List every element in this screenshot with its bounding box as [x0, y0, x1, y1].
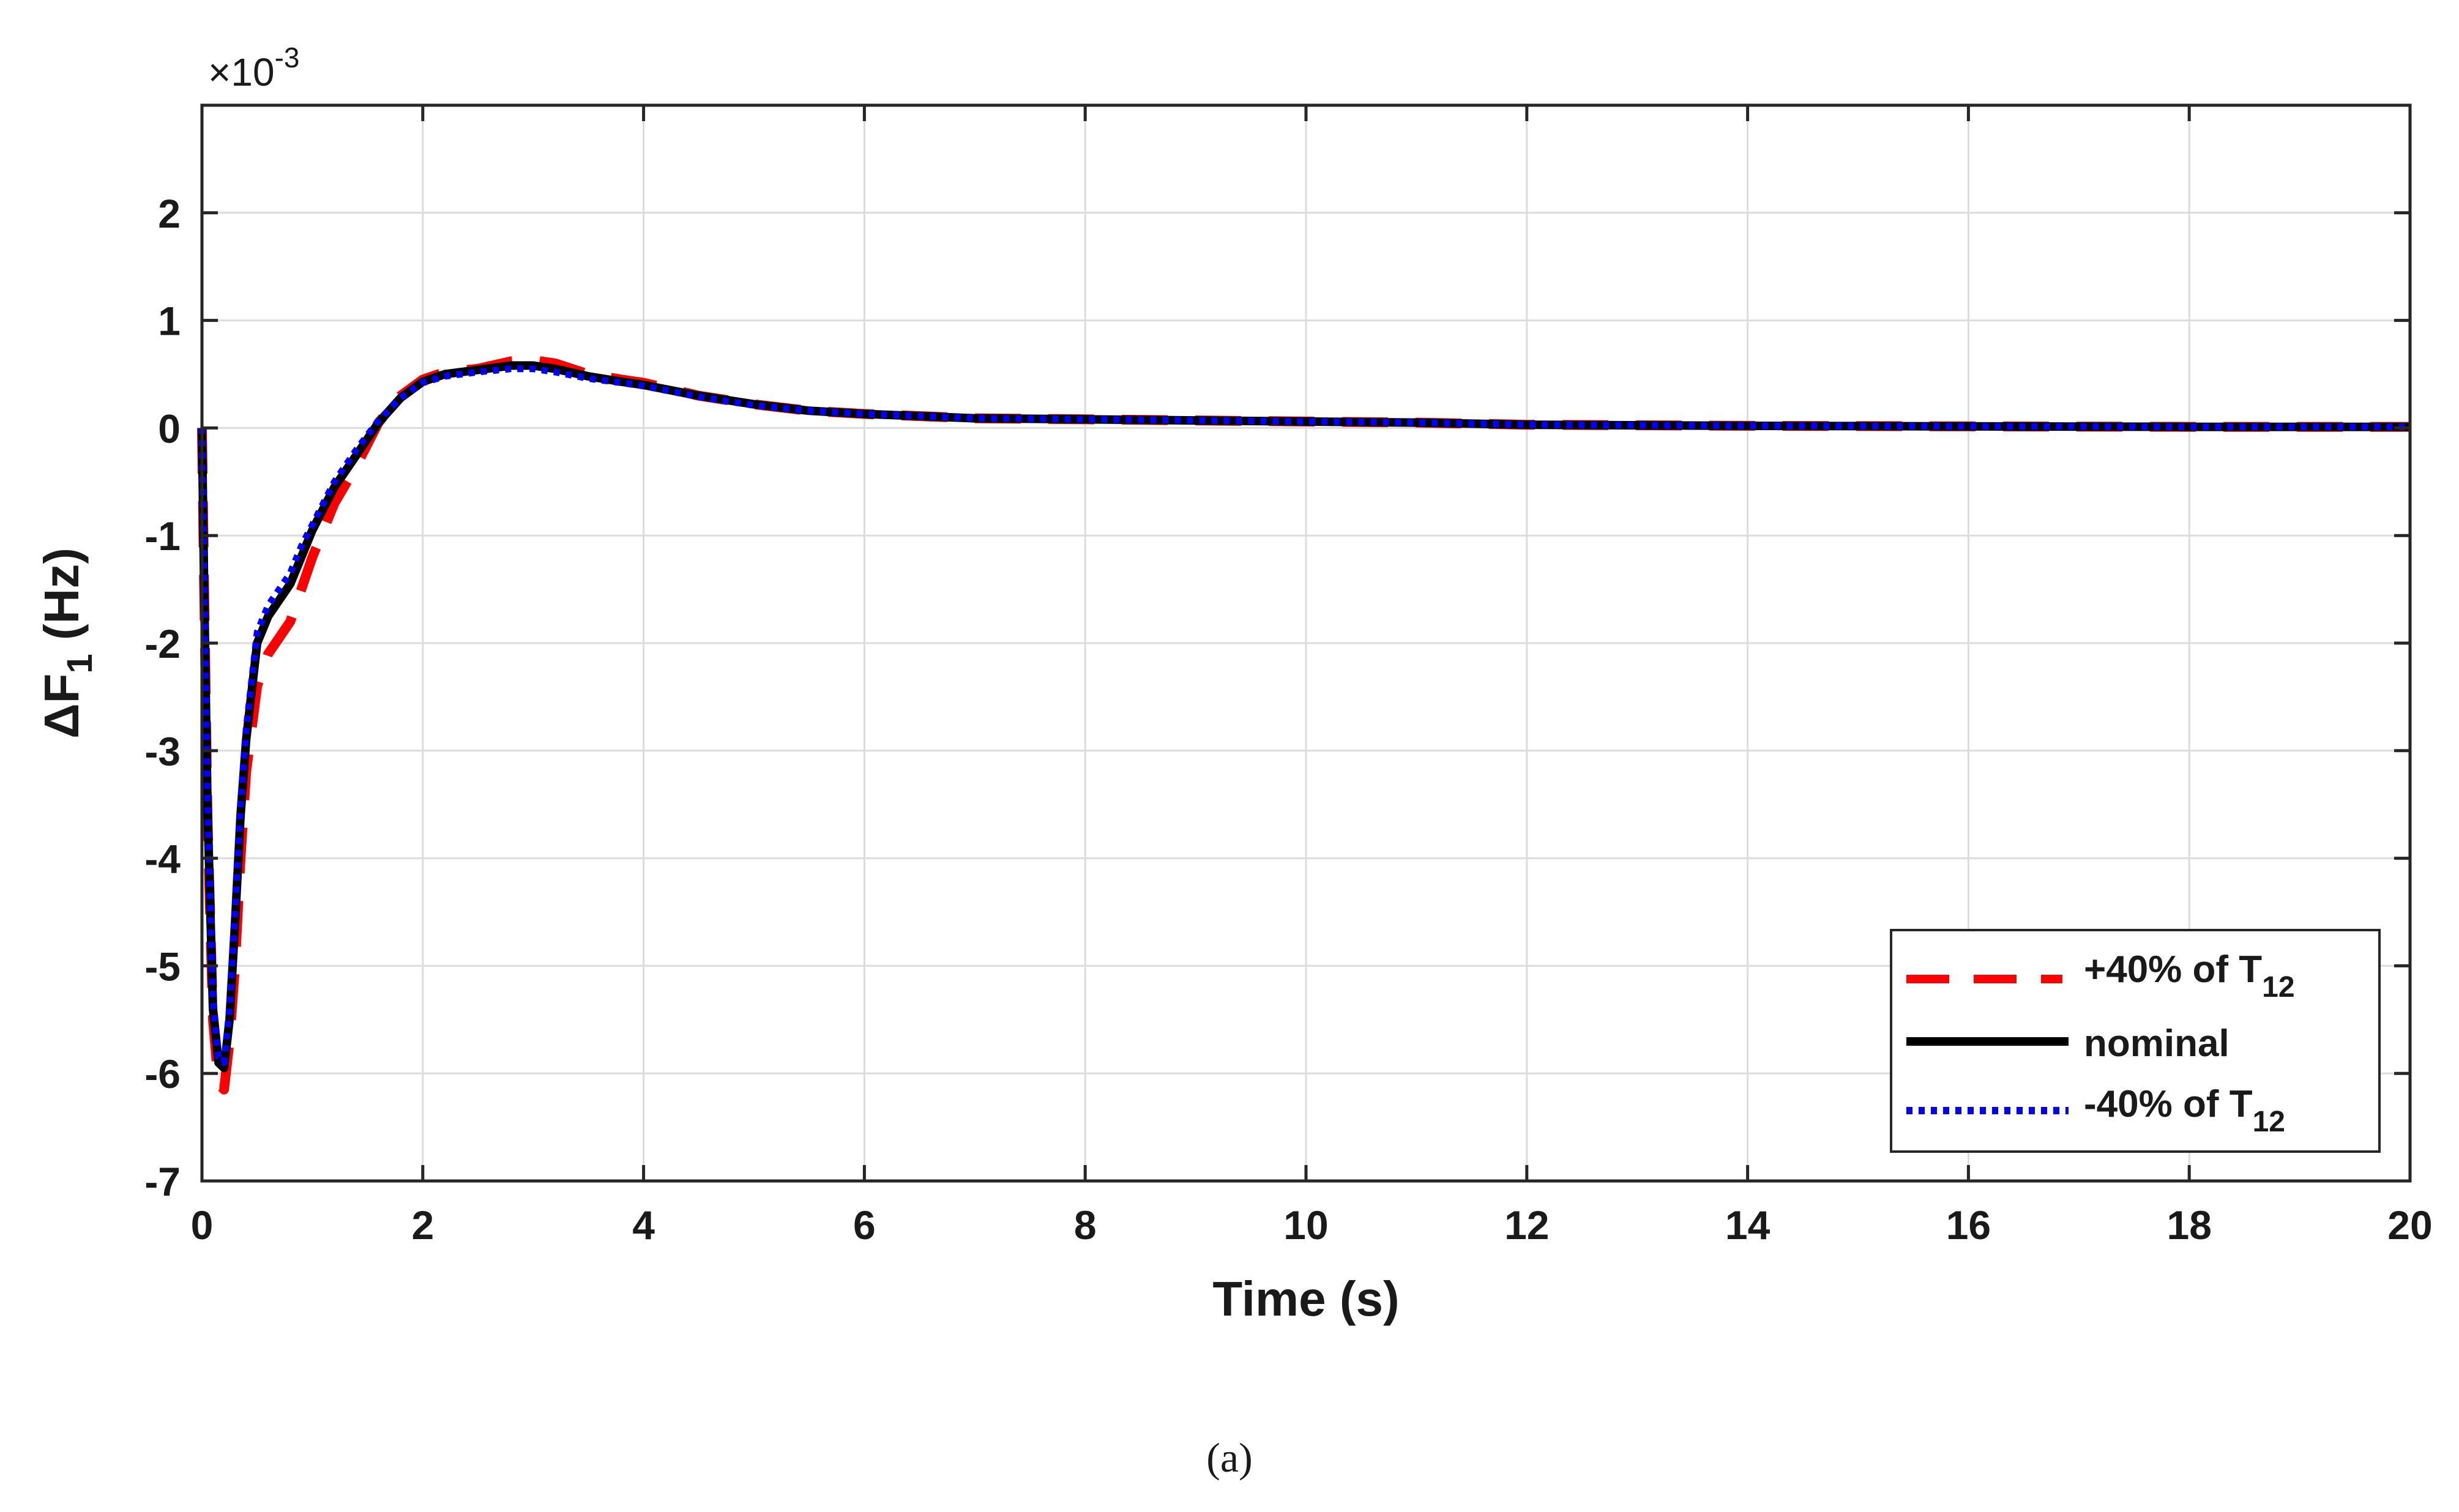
y-exponent-label: ×10-3 [208, 42, 299, 94]
legend-label-plus40: +40% of T12 [2084, 948, 2295, 1004]
y-tick-label: -1 [144, 513, 181, 559]
x-tick-label: 18 [2166, 1202, 2211, 1248]
y-tick-label: 0 [158, 406, 181, 451]
plot-series [197, 355, 2410, 1095]
y-tick-label: -6 [144, 1051, 181, 1097]
x-tick-label: 20 [2387, 1202, 2432, 1248]
figure-caption: (a) [1206, 1434, 1252, 1481]
x-tick-label: 14 [1725, 1202, 1771, 1248]
grid [202, 105, 2410, 1181]
y-tick-label: 1 [158, 299, 181, 344]
y-tick-label: -3 [144, 729, 181, 774]
y-tick-label: -7 [144, 1159, 181, 1204]
x-tick-label: 8 [1074, 1202, 1097, 1248]
y-tick-label: -4 [144, 836, 181, 882]
y-tick-label: -5 [144, 944, 181, 989]
x-tick-label: 16 [1946, 1202, 1991, 1248]
x-tick-label: 12 [1504, 1202, 1549, 1248]
legend: +40% of T12 nominal -40% of T12 [1890, 929, 2381, 1153]
y-tick-label: -2 [144, 621, 181, 666]
legend-label-minus40: -40% of T12 [2084, 1083, 2285, 1138]
x-tick-label: 6 [853, 1202, 876, 1248]
x-tick-label: 4 [632, 1202, 655, 1248]
x-tick-label: 0 [191, 1202, 214, 1248]
x-axis-label: Time (s) [1212, 1272, 1399, 1326]
x-tick-label: 10 [1283, 1202, 1328, 1248]
y-tick-label: 2 [158, 191, 181, 236]
x-tick-label: 2 [411, 1202, 434, 1248]
legend-label-nominal: nominal [2084, 1022, 2230, 1065]
y-axis-label: ΔF1 (Hz) [34, 548, 100, 739]
series-line-dotted [198, 365, 2410, 1067]
